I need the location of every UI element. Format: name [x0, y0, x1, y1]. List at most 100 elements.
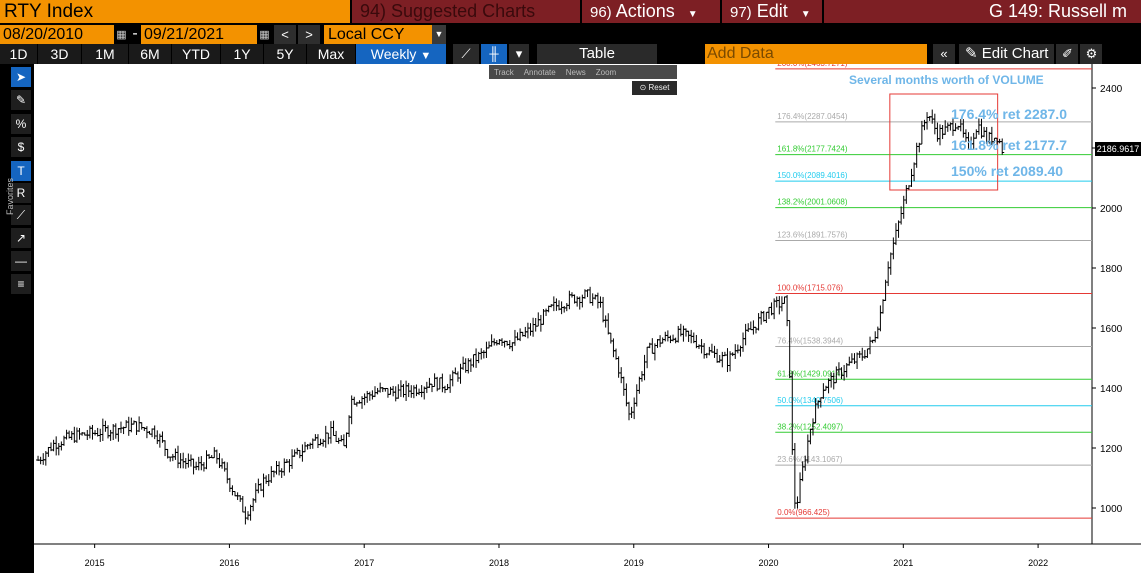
y-tick-label: 1400: [1100, 384, 1123, 395]
start-date-field[interactable]: 08/20/2010: [0, 24, 114, 44]
edit-label: Edit: [756, 1, 788, 21]
timeframe-6m[interactable]: 6M: [129, 44, 171, 64]
actions-number: 96): [590, 4, 612, 21]
pencil-icon: ✎: [965, 45, 978, 62]
last-price-tag: 2186.9617: [1095, 142, 1141, 156]
next-period-button[interactable]: >: [298, 24, 320, 44]
track-button[interactable]: Track: [494, 67, 514, 77]
timeframe-1d[interactable]: 1D: [0, 44, 37, 64]
calendar-icon[interactable]: ▦: [116, 28, 127, 41]
end-date-field[interactable]: 09/21/2021: [141, 24, 257, 44]
channel-icon[interactable]: ≡: [11, 274, 31, 294]
caret-down-icon: ▼: [800, 9, 811, 20]
actions-label: Actions: [615, 1, 675, 21]
chart-canvas[interactable]: 200.0%(2463.7271) 176.4%(2287.0454) 161.8%…: [34, 64, 1141, 573]
drawing-tools-panel: ➤ ✎ % $ T R ⟋ ↗ — ≡ Favorites: [0, 64, 34, 544]
x-tick-label: 2019: [624, 558, 644, 568]
collapse-icon[interactable]: «: [933, 44, 955, 64]
x-tick-label: 2022: [1028, 558, 1048, 568]
x-tick-label: 2018: [489, 558, 509, 568]
fib-level-label: 161.8%(2177.7424): [777, 145, 848, 154]
ticker-field[interactable]: RTY Index: [0, 0, 350, 23]
timeframe-ytd[interactable]: YTD: [172, 44, 220, 64]
percent-change-icon[interactable]: %: [11, 114, 31, 134]
table-button[interactable]: Table: [537, 44, 657, 64]
title-bar: RTY Index 94) Suggested Charts 96) Actio…: [0, 0, 1141, 23]
retracement-icon[interactable]: R: [11, 183, 31, 203]
price-change-icon[interactable]: $: [11, 137, 31, 157]
timeframe-3d[interactable]: 3D: [38, 44, 81, 64]
fib-level-label: 38.2%(1252.4097): [777, 422, 843, 431]
settings-gear-icon[interactable]: ⚙: [1080, 44, 1103, 64]
fib-level-label: 123.6%(1891.7576): [777, 230, 848, 239]
timeframe-1y[interactable]: 1Y: [221, 44, 263, 64]
fib-level-label: 0.0%(966.425): [777, 508, 830, 517]
ray-line-icon[interactable]: ↗: [11, 228, 31, 248]
fib-level-label: 176.4%(2287.0454): [777, 112, 848, 121]
annotate-button[interactable]: Annotate: [523, 67, 556, 77]
line-chart-icon[interactable]: ⟋: [453, 44, 479, 64]
date-range-bar: 08/20/2010 ▦ - 09/21/2021 ▦ < > Local CC…: [0, 24, 1141, 44]
chart-title: G 149: Russell m: [824, 0, 1141, 23]
reset-label: Reset: [648, 83, 670, 92]
y-tick-label: 2000: [1100, 204, 1123, 215]
edit-number: 97): [730, 4, 752, 21]
reset-zoom-button[interactable]: ⊙ Reset: [632, 81, 677, 95]
text-annotation-icon[interactable]: T: [11, 161, 31, 181]
chart-type-dropdown-icon[interactable]: ▾: [509, 44, 529, 64]
cursor-arrow-icon[interactable]: ➤: [11, 67, 31, 87]
y-tick-label: 1600: [1100, 324, 1123, 335]
chart-overlay-toolbar: Track Annotate News Zoom: [489, 65, 677, 79]
favorites-label: Favorites: [5, 177, 15, 215]
fib-level-label: 61.8%(1429.0914): [777, 369, 843, 378]
edit-menu-button[interactable]: 97) Edit ▼: [722, 0, 822, 23]
date-separator: -: [132, 25, 138, 42]
zoom-button[interactable]: Zoom: [595, 67, 617, 77]
edit-chart-label: Edit Chart: [981, 45, 1049, 62]
currency-select[interactable]: Local CCY: [324, 24, 432, 44]
y-tick-label: 1000: [1100, 504, 1123, 515]
volume-annotation: Several months worth of VOLUME: [849, 73, 1044, 87]
bar-chart-icon[interactable]: ╫: [481, 44, 507, 64]
calendar-icon[interactable]: ▦: [259, 28, 270, 41]
y-tick-label: 1200: [1100, 444, 1123, 455]
x-tick-label: 2021: [893, 558, 913, 568]
reset-icon: ⊙: [639, 83, 647, 92]
timeframe-5y[interactable]: 5Y: [264, 44, 306, 64]
timeframe-max[interactable]: Max: [307, 44, 355, 64]
frequency-label: Weekly: [370, 46, 417, 62]
ret-176-annotation: 176.4% ret 2287.0: [951, 106, 1067, 122]
pen-draw-icon[interactable]: ✎: [11, 90, 31, 110]
fib-level-label: 76.4%(1538.3944): [777, 336, 843, 345]
fib-level-label: 50.0%(1340.7506): [777, 396, 843, 405]
edit-chart-button[interactable]: ✎ Edit Chart: [959, 44, 1055, 64]
frequency-select[interactable]: Weekly ▼: [356, 44, 446, 64]
caret-down-icon: ▼: [420, 50, 432, 62]
suggested-charts-label: Suggested Charts: [391, 1, 536, 21]
fib-level-label: 23.6%(1143.1067): [777, 455, 843, 464]
x-tick-label: 2017: [354, 558, 374, 568]
edit-icon[interactable]: ✐: [1056, 44, 1079, 64]
ret-161-annotation: 161.8% ret 2177.7: [951, 137, 1067, 153]
caret-down-icon: ▼: [687, 9, 698, 20]
timeframe-1m[interactable]: 1M: [82, 44, 128, 64]
suggested-charts-button[interactable]: 94) Suggested Charts: [352, 0, 580, 23]
price-chart[interactable]: 200.0%(2463.7271) 176.4%(2287.0454) 161.8%…: [34, 64, 1141, 573]
actions-menu-button[interactable]: 96) Actions ▼: [582, 0, 720, 23]
caret-down-icon[interactable]: ▼: [432, 24, 446, 44]
fib-level-label: 200.0%(2463.7271): [777, 64, 848, 68]
x-tick-label: 2020: [759, 558, 779, 568]
horizontal-line-icon[interactable]: —: [11, 251, 31, 271]
y-axis-area: [1092, 64, 1141, 573]
news-button[interactable]: News: [565, 67, 586, 77]
fib-level-label: 150.0%(2089.4016): [777, 171, 848, 180]
y-tick-label: 2400: [1100, 84, 1123, 95]
add-data-field[interactable]: Add Data: [705, 44, 927, 64]
fib-level-label: 100.0%(1715.076): [777, 283, 843, 292]
fib-level-label: 138.2%(2001.0608): [777, 198, 848, 207]
x-tick-label: 2016: [219, 558, 239, 568]
x-tick-label: 2015: [85, 558, 105, 568]
previous-period-button[interactable]: <: [274, 24, 296, 44]
trendline-icon[interactable]: ⟋: [11, 205, 31, 225]
